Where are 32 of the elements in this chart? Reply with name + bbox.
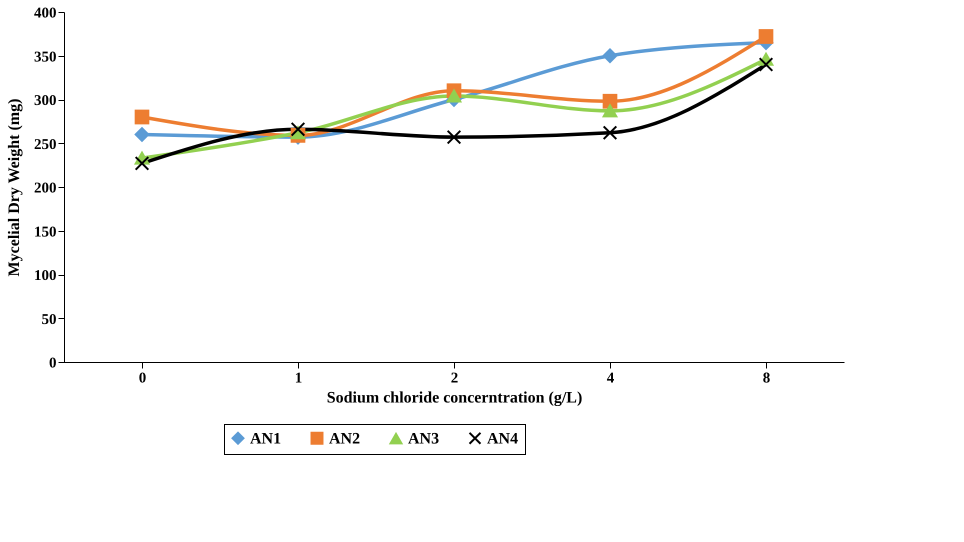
point xyxy=(602,125,618,140)
x-tick-label: 0 xyxy=(138,370,146,386)
legend-label: AN2 xyxy=(329,430,360,448)
point xyxy=(134,110,150,124)
x-tick-label: 1 xyxy=(294,370,302,386)
y-tick-label: 200 xyxy=(34,180,56,196)
y-tick-label: 0 xyxy=(49,356,56,372)
point xyxy=(602,104,618,118)
legend-label: AN1 xyxy=(250,430,282,448)
point xyxy=(758,57,774,72)
y-tick-label: 250 xyxy=(34,136,56,153)
y-tick-label: 100 xyxy=(34,268,56,284)
point xyxy=(290,122,306,137)
x-axis-title: Sodium chloride concerntration (g/L) xyxy=(326,390,582,406)
x-tick-label: 4 xyxy=(606,370,615,386)
legend-label: AN4 xyxy=(487,430,518,448)
y-tick-label: 150 xyxy=(34,224,56,240)
point xyxy=(602,94,618,109)
y-axis-title: Mycelial Dry Weight (mg) xyxy=(6,98,23,276)
point xyxy=(758,29,774,44)
y-tick-label: 350 xyxy=(34,49,56,66)
point xyxy=(134,156,150,171)
y-tick-label: 50 xyxy=(42,312,56,328)
point xyxy=(446,90,462,102)
legend-label: AN3 xyxy=(408,430,440,448)
y-tick-label: 400 xyxy=(34,6,56,22)
y-tick-label: 300 xyxy=(34,93,56,109)
x-tick-label: 8 xyxy=(762,370,770,386)
x-tick-label: 2 xyxy=(450,370,458,386)
point xyxy=(602,48,618,64)
point xyxy=(446,130,462,144)
point xyxy=(134,127,150,142)
